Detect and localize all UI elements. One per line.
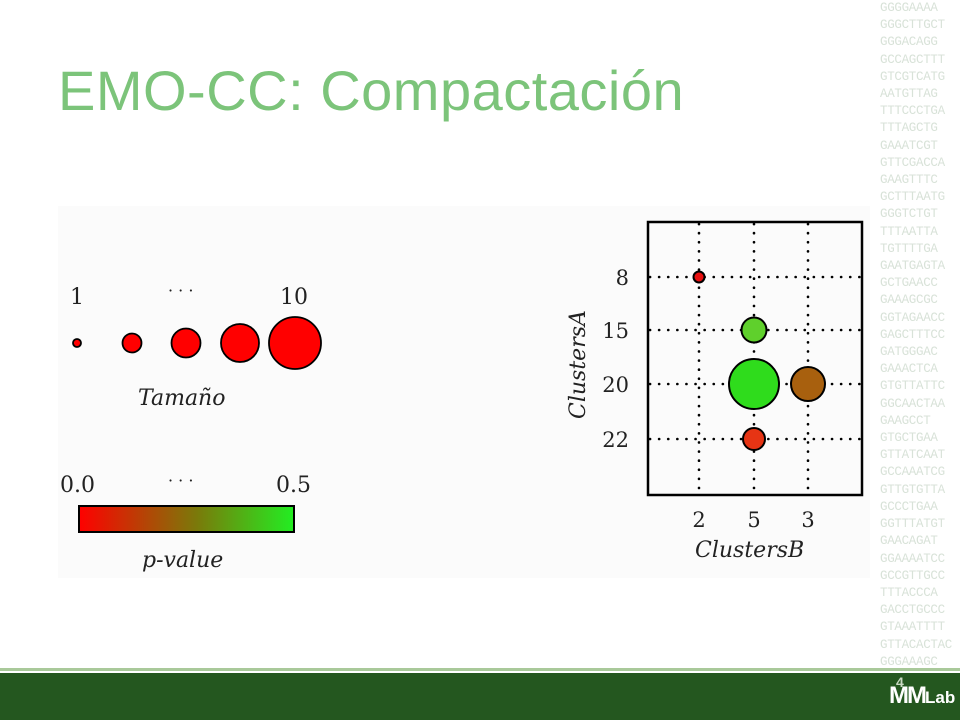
color-legend: 0.0 · · · 0.5 p-value xyxy=(60,471,311,573)
x-axis-label: ClustersB xyxy=(695,538,804,563)
size-legend-circles xyxy=(72,316,322,370)
bubble xyxy=(790,366,826,402)
size-legend-circle xyxy=(220,323,260,363)
size-legend-min-label: 1 xyxy=(70,285,84,310)
x-tick-label: 2 xyxy=(692,508,705,532)
size-legend-dots: · · · xyxy=(168,281,193,300)
x-tick-label: 3 xyxy=(801,508,814,532)
bubble xyxy=(692,270,706,284)
bubble xyxy=(728,358,780,410)
size-legend-circle xyxy=(72,338,82,348)
size-legend-circle xyxy=(170,327,202,359)
color-legend-dots: · · · xyxy=(168,471,193,490)
size-legend-circle xyxy=(121,332,143,354)
plot-bubbles xyxy=(692,270,826,451)
logo-lab: Lab xyxy=(924,688,956,707)
y-tick-label: 22 xyxy=(602,428,629,452)
size-legend-caption: Tamaño xyxy=(138,386,225,411)
logo-number: 4 xyxy=(896,674,904,690)
plot-frame xyxy=(646,220,864,497)
size-legend-max-label: 10 xyxy=(280,285,308,310)
color-legend-min-label: 0.0 xyxy=(60,473,95,498)
y-tick-label: 15 xyxy=(602,319,629,343)
mmlab-logo: 4 MMLab xyxy=(889,674,956,714)
size-legend-circle xyxy=(268,316,322,370)
logo-mm: MM xyxy=(889,682,927,709)
plot-gridlines xyxy=(648,222,862,495)
slide-title: EMO-CC: Compactación xyxy=(58,59,685,122)
y-tick-label: 20 xyxy=(602,373,629,397)
footer-bar xyxy=(0,673,960,720)
pvalue-gradient-bar xyxy=(78,505,295,533)
color-legend-caption: p-value xyxy=(142,548,223,573)
x-tick-label: 5 xyxy=(747,508,760,532)
color-legend-max-label: 0.5 xyxy=(276,473,311,498)
bubble-plot: 8 15 20 22 2 5 3 ClustersA ClustersB xyxy=(566,220,864,563)
bubble xyxy=(742,427,766,451)
dna-sequence-background: GGGGAAAA GGGCTTGCT GGGACAGG GCCAGCTTT GT… xyxy=(880,1,953,672)
figure-canvas: 1 · · · 10 Tamaño 0.0 · · · 0.5 p-value … xyxy=(60,220,864,573)
bubble xyxy=(740,316,768,344)
plot-y-ticks: 8 15 20 22 xyxy=(602,266,629,452)
size-legend: 1 · · · 10 Tamaño xyxy=(70,281,322,411)
y-axis-label: ClustersA xyxy=(566,310,591,419)
plot-x-ticks: 2 5 3 xyxy=(692,508,814,532)
y-tick-label: 8 xyxy=(616,266,629,290)
footer-accent-line xyxy=(0,668,960,671)
compaction-figure: 1 · · · 10 Tamaño 0.0 · · · 0.5 p-value … xyxy=(58,206,870,578)
